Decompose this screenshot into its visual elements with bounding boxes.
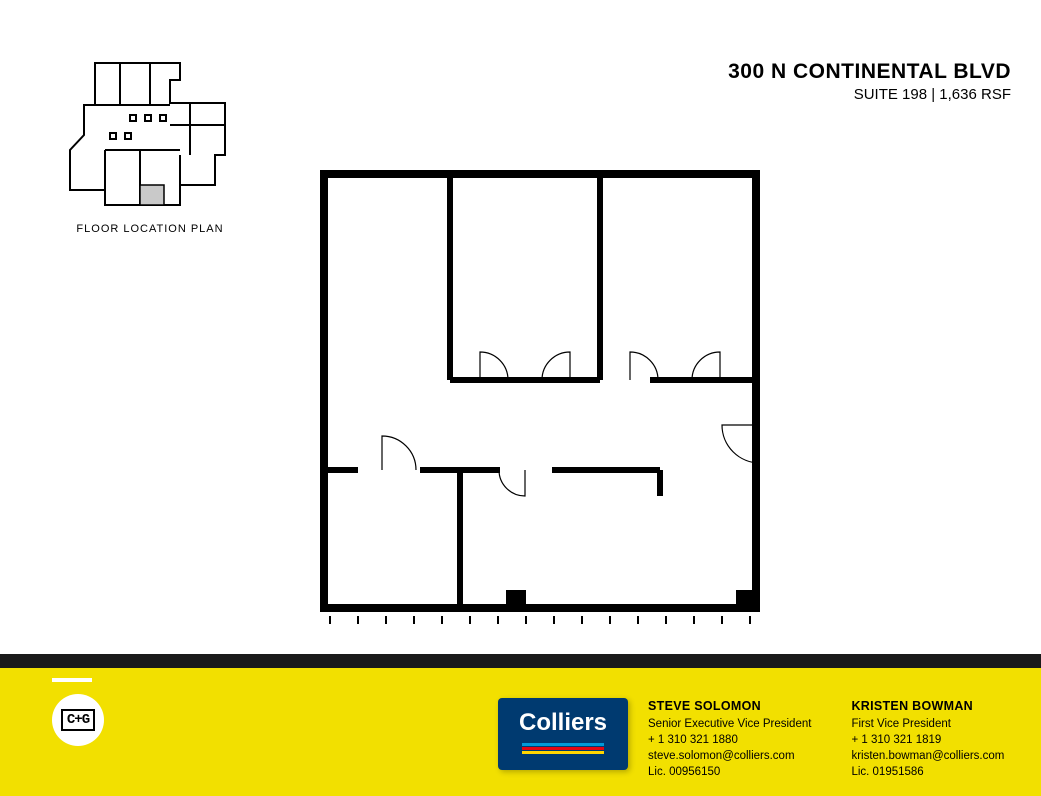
contact-1-email: steve.solomon@colliers.com — [648, 748, 811, 764]
highlighted-suite — [140, 185, 164, 205]
floor-location-plan: FLOOR LOCATION PLAN — [50, 55, 250, 235]
colliers-word: Colliers — [519, 709, 607, 737]
contact-2-email: kristen.bowman@colliers.com — [851, 748, 1004, 764]
contact-2-title: First Vice President — [851, 716, 1004, 732]
contact-1-license: Lic. 00956150 — [648, 764, 811, 780]
colliers-logo: Colliers — [498, 698, 628, 770]
colliers-stripes — [522, 743, 604, 754]
cg-badge-bar — [52, 678, 92, 682]
location-plan-svg — [60, 55, 240, 215]
main-floor-plan — [320, 170, 780, 645]
contact-2-license: Lic. 01951586 — [851, 764, 1004, 780]
colliers-stripe-red — [522, 747, 604, 750]
cg-badge-text: C+G — [61, 709, 95, 731]
contact-1-name: STEVE SOLOMON — [648, 698, 811, 716]
header: 300 N CONTINENTAL BLVD SUITE 198 | 1,636… — [728, 60, 1011, 103]
floorplan-svg — [320, 170, 780, 640]
contact-2: KRISTEN BOWMAN First Vice President + 1 … — [851, 698, 1004, 780]
cg-badge: C+G — [52, 678, 104, 746]
contact-2-phone: + 1 310 321 1819 — [851, 732, 1004, 748]
contact-1: STEVE SOLOMON Senior Executive Vice Pres… — [648, 698, 811, 780]
suite-info: SUITE 198 | 1,636 RSF — [728, 86, 1011, 103]
contact-1-phone: + 1 310 321 1880 — [648, 732, 811, 748]
footer-dark-bar — [0, 654, 1041, 668]
footer-yellow: C+G Colliers STEVE SOLOMON Senior Execut… — [0, 668, 1041, 796]
contact-1-title: Senior Executive Vice President — [648, 716, 811, 732]
cg-badge-circle: C+G — [52, 694, 104, 746]
colliers-stripe-blue — [522, 743, 604, 746]
colliers-stripe-yellow — [522, 751, 604, 754]
location-plan-caption: FLOOR LOCATION PLAN — [50, 223, 250, 235]
contact-2-name: KRISTEN BOWMAN — [851, 698, 1004, 716]
contacts: STEVE SOLOMON Senior Executive Vice Pres… — [648, 698, 1004, 780]
property-address: 300 N CONTINENTAL BLVD — [728, 60, 1011, 84]
